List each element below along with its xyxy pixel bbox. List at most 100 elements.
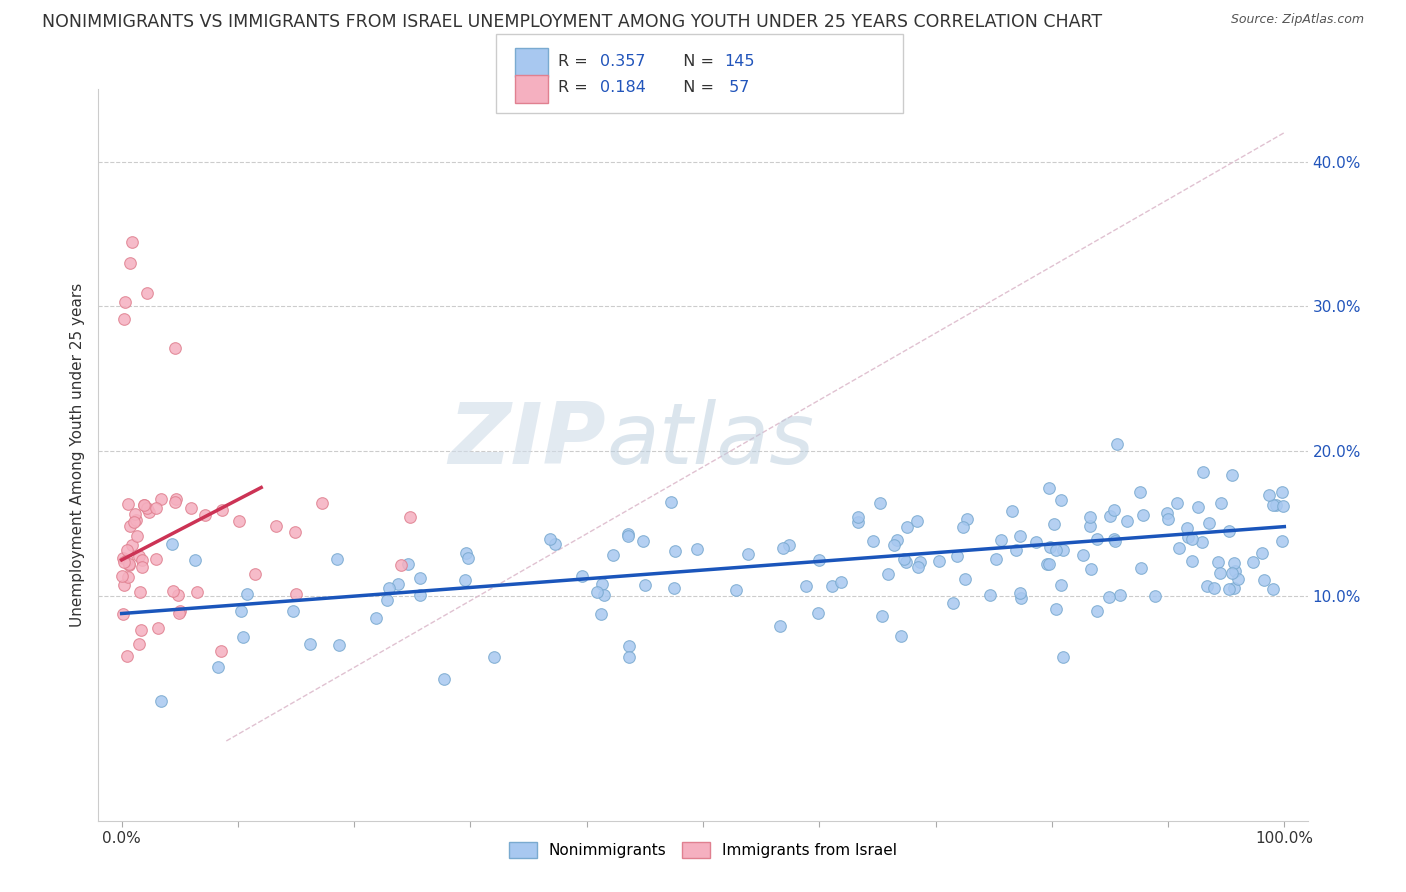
Point (132, 499, 155, 513)
Point (1104, 503, 1126, 517)
Point (1250, 546, 1272, 560)
Point (807, 606, 830, 620)
Point (990, 533, 1012, 547)
Point (131, 560, 153, 574)
Point (132, 498, 155, 512)
Point (946, 549, 969, 563)
Point (953, 572, 976, 586)
Point (1220, 468, 1243, 483)
Point (890, 628, 912, 642)
Point (1130, 561, 1153, 575)
Point (160, 537, 183, 551)
Point (128, 637, 150, 651)
Point (387, 577, 409, 591)
Point (591, 607, 613, 622)
Point (281, 604, 304, 618)
Point (1167, 541, 1189, 556)
Point (1108, 588, 1130, 602)
Point (1050, 493, 1073, 508)
Point (616, 528, 638, 542)
Point (121, 235, 143, 249)
Point (1098, 509, 1121, 524)
Point (808, 553, 831, 567)
Point (592, 588, 614, 602)
Point (870, 608, 893, 623)
Point (896, 556, 918, 570)
Point (146, 621, 169, 635)
Point (1187, 500, 1209, 515)
Text: N =: N = (673, 54, 720, 69)
Point (725, 583, 748, 598)
Point (986, 551, 1008, 566)
Point (408, 571, 430, 585)
Point (118, 519, 141, 533)
Point (112, 311, 135, 326)
Point (117, 497, 139, 511)
Point (1078, 518, 1101, 533)
Point (211, 644, 233, 658)
Point (634, 578, 657, 592)
Point (1175, 521, 1198, 535)
Point (617, 650, 640, 665)
Y-axis label: Unemployment Among Youth under 25 years: Unemployment Among Youth under 25 years (70, 283, 86, 627)
Point (1010, 586, 1032, 600)
Point (1223, 581, 1246, 595)
Point (124, 508, 146, 522)
Point (432, 672, 454, 686)
Point (128, 585, 150, 599)
Point (375, 592, 398, 607)
Point (1045, 601, 1067, 615)
Point (236, 586, 259, 600)
Point (115, 649, 138, 664)
Point (1209, 566, 1232, 580)
Point (1010, 591, 1032, 605)
Point (326, 552, 349, 566)
Point (956, 512, 979, 526)
Text: 0.184: 0.184 (600, 80, 647, 95)
Point (298, 637, 321, 651)
Point (602, 548, 624, 562)
Point (167, 607, 190, 621)
Point (112, 551, 135, 566)
Point (1177, 530, 1199, 544)
Point (928, 553, 950, 567)
Point (284, 525, 307, 540)
Point (232, 630, 254, 644)
Point (145, 552, 167, 566)
Point (207, 660, 229, 674)
Point (1005, 543, 1028, 558)
Point (778, 537, 800, 551)
Point (862, 534, 884, 549)
Point (1198, 516, 1220, 530)
Point (1191, 535, 1213, 549)
Legend: Nonimmigrants, Immigrants from Israel: Nonimmigrants, Immigrants from Israel (503, 836, 903, 864)
Point (138, 505, 160, 519)
Point (616, 527, 638, 541)
Point (1191, 465, 1213, 479)
Point (482, 650, 505, 665)
Point (1271, 484, 1294, 499)
Point (1211, 496, 1233, 510)
Point (145, 500, 167, 515)
Point (1156, 506, 1178, 520)
Point (633, 534, 655, 549)
Point (830, 575, 852, 590)
Point (1225, 565, 1247, 579)
Point (1001, 504, 1024, 518)
Point (571, 569, 593, 583)
Point (1226, 572, 1249, 586)
Point (229, 604, 252, 618)
Text: R =: R = (558, 54, 593, 69)
Point (544, 537, 567, 551)
Point (264, 519, 287, 533)
Point (1261, 582, 1284, 597)
Point (893, 551, 915, 566)
Point (1049, 577, 1071, 591)
Point (1098, 590, 1121, 604)
Point (1218, 582, 1240, 596)
Point (186, 585, 208, 599)
Point (1132, 508, 1154, 522)
Point (846, 510, 869, 524)
Point (163, 341, 186, 355)
Point (952, 520, 974, 534)
